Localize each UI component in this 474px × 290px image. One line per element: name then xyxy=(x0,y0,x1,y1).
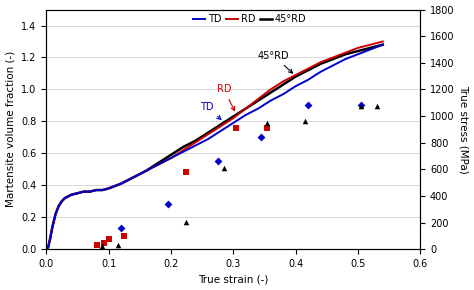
Y-axis label: True stress (MPa): True stress (MPa) xyxy=(458,85,468,174)
Point xyxy=(301,119,309,124)
Point xyxy=(105,236,112,241)
Point xyxy=(100,241,108,245)
X-axis label: True strain (-): True strain (-) xyxy=(198,274,268,284)
Text: TD: TD xyxy=(201,102,221,119)
Text: 45°RD: 45°RD xyxy=(258,51,292,73)
Point xyxy=(264,121,271,125)
Text: RD: RD xyxy=(217,84,235,110)
Point xyxy=(99,244,106,249)
Legend: TD, RD, 45°RD: TD, RD, 45°RD xyxy=(193,14,306,24)
Point xyxy=(120,233,128,238)
Point xyxy=(357,104,365,108)
Point xyxy=(114,242,122,247)
Point xyxy=(257,134,265,139)
Point xyxy=(117,226,125,231)
Y-axis label: Martensite volume fraction (-): Martensite volume fraction (-) xyxy=(6,51,16,207)
Point xyxy=(304,102,312,107)
Point xyxy=(182,170,190,175)
Point xyxy=(373,104,380,108)
Point xyxy=(214,158,221,163)
Point xyxy=(264,126,271,130)
Point xyxy=(233,126,240,130)
Point xyxy=(182,220,190,224)
Point xyxy=(357,102,365,107)
Point xyxy=(93,243,101,247)
Point xyxy=(220,165,228,170)
Point xyxy=(164,201,172,206)
